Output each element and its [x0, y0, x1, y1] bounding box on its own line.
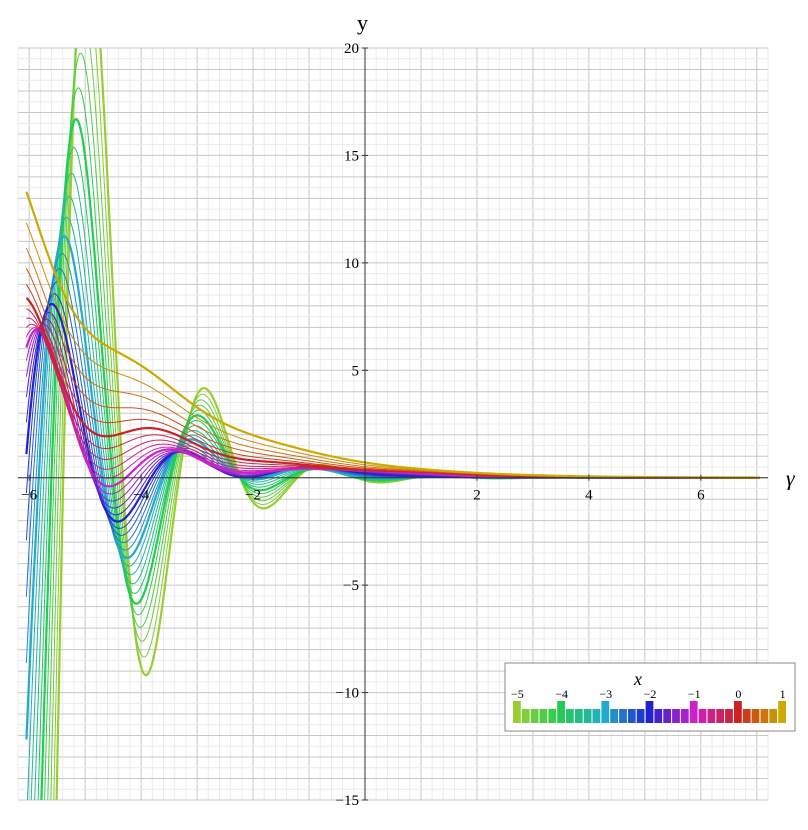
- legend-swatch: [636, 709, 645, 723]
- legend-swatch: [672, 709, 680, 723]
- legend-tick-label: −1: [688, 687, 701, 701]
- legend-swatch: [601, 701, 610, 723]
- legend-swatch: [530, 709, 539, 723]
- series-curve: [25, 297, 760, 479]
- series-curve: [30, 195, 760, 800]
- legend-title: x: [633, 669, 642, 689]
- x-axis-label: γ: [786, 466, 796, 491]
- x-tick-label: −4: [133, 488, 149, 504]
- x-tick-label: −2: [245, 488, 261, 504]
- y-tick-label: 20: [344, 41, 359, 57]
- legend-swatch: [521, 709, 530, 723]
- legend-tick-label: −2: [644, 687, 657, 701]
- legend-swatch: [513, 701, 521, 723]
- series-curve: [26, 308, 760, 479]
- x-tick-label: 2: [473, 488, 481, 504]
- legend-swatch: [610, 709, 618, 723]
- legend-swatch: [592, 709, 601, 723]
- series-curve: [25, 191, 760, 479]
- legend-tick-label: −3: [599, 687, 612, 701]
- legend-swatch: [583, 709, 592, 723]
- legend-swatch: [698, 709, 707, 723]
- y-tick-label: −10: [336, 686, 359, 702]
- series-curve: [25, 222, 760, 479]
- legend-swatch: [751, 709, 760, 723]
- x-tick-label: 6: [697, 488, 705, 504]
- legend-swatch: [742, 709, 751, 723]
- legend-swatch: [689, 701, 698, 723]
- grid: [17, 47, 769, 801]
- x-tick-label: 4: [585, 488, 593, 504]
- y-tick-label: 5: [352, 363, 360, 379]
- legend-tick-label: −5: [511, 687, 524, 701]
- x-tick-label: −6: [21, 488, 37, 504]
- y-axis-label: y: [357, 10, 368, 35]
- legend-tick-label: 1: [780, 687, 786, 701]
- legend-swatch: [619, 709, 627, 723]
- y-tick-label: 10: [344, 256, 359, 272]
- legend-swatch: [574, 709, 583, 723]
- legend-swatch: [557, 701, 565, 723]
- legend-swatch: [539, 709, 548, 723]
- legend-swatch: [707, 709, 716, 723]
- legend-swatch: [760, 709, 769, 723]
- legend-swatch: [680, 709, 689, 723]
- series-curve: [26, 323, 760, 479]
- y-tick-label: −15: [336, 793, 359, 809]
- legend-swatch: [778, 701, 786, 723]
- y-tick-label: 15: [344, 148, 359, 164]
- legend-swatch: [645, 701, 654, 723]
- series-curve: [25, 327, 760, 488]
- legend-swatch: [654, 709, 663, 723]
- legend-swatch: [663, 709, 672, 723]
- legend-swatch: [548, 709, 557, 723]
- legend-tick-label: 0: [735, 687, 741, 701]
- series-curve: [25, 252, 760, 663]
- legend: x −5 −4 −3 −2 −1 0 1: [504, 662, 796, 732]
- legend-swatch: [769, 709, 778, 723]
- legend-tick-label: −4: [555, 687, 568, 701]
- legend-swatch: [627, 709, 636, 723]
- legend-swatch: [734, 701, 742, 723]
- legend-swatch: [725, 709, 733, 723]
- y-tick-label: −5: [343, 578, 359, 594]
- tick-labels: −6 −4 −2 2 4 6 −15 −10 −5 5 10 15 20: [21, 41, 705, 809]
- axes: γ y: [18, 10, 796, 800]
- legend-swatch: [566, 709, 574, 723]
- legend-swatch: [716, 709, 725, 723]
